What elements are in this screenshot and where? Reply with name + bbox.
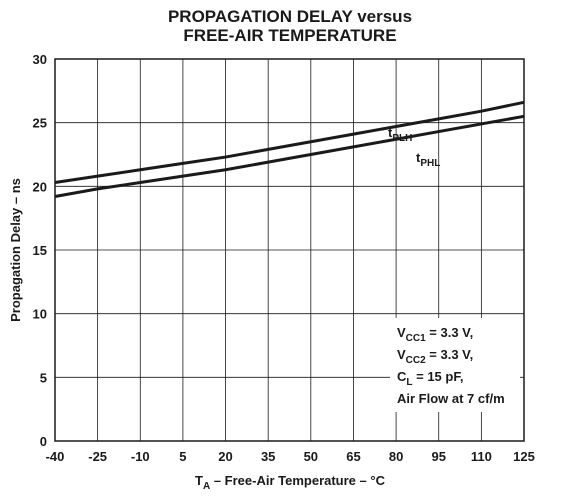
x-tick-label: 80 [389, 449, 403, 464]
x-tick-label: 5 [179, 449, 186, 464]
y-tick-label: 30 [33, 52, 47, 67]
series-line [54, 114, 525, 198]
x-tick-label: 50 [304, 449, 318, 464]
plot-frame [54, 58, 525, 442]
annotation-part: Air Flow at 7 cf/m [397, 391, 505, 406]
series-label-part: PLH [392, 133, 412, 144]
y-tick-label: 0 [40, 434, 47, 449]
annotation-part: V [397, 347, 406, 362]
x-tick-label: 110 [471, 449, 492, 464]
chart-title: FREE-AIR TEMPERATURE [183, 26, 396, 45]
x-tick-label: 125 [513, 449, 535, 464]
y-tick-label: 15 [33, 243, 47, 258]
series-label-part: t [416, 150, 421, 165]
y-tick-label: 5 [40, 370, 47, 385]
annotation: VCC2 = 3.3 V, [397, 347, 473, 366]
x-tick-label: 20 [218, 449, 232, 464]
annotation-part: L [406, 377, 412, 388]
annotation: VCC1 = 3.3 V, [397, 325, 473, 344]
annotation-part: CC2 [406, 355, 426, 366]
y-tick-label: 10 [33, 307, 47, 322]
x-axis-label-part: – Free-Air Temperature – °C [210, 473, 385, 488]
series-line [54, 100, 525, 184]
y-tick-label: 25 [33, 116, 47, 131]
annotation-part: = 15 pF, [413, 369, 464, 384]
annotation: Air Flow at 7 cf/m [397, 391, 505, 406]
annotation-part: CC1 [406, 333, 426, 344]
series-label-part: t [388, 125, 393, 140]
x-tick-label: 95 [431, 449, 445, 464]
y-tick-label: 20 [33, 179, 47, 194]
annotation-part: = 3.3 V, [426, 325, 474, 340]
x-axis-label: TA – Free-Air Temperature – °C [195, 473, 386, 492]
x-axis-label-part: T [195, 473, 203, 488]
x-tick-label: -40 [46, 449, 65, 464]
annotation-part: = 3.3 V, [426, 347, 474, 362]
x-tick-label: 35 [261, 449, 275, 464]
annotation-part: V [397, 325, 406, 340]
x-tick-label: -25 [88, 449, 107, 464]
annotation: CL = 15 pF, [397, 369, 463, 388]
annotation-part: C [397, 369, 407, 384]
annotation-box [390, 318, 520, 412]
x-axis-label-part: A [203, 481, 210, 492]
y-axis-label: Propagation Delay – ns [8, 178, 23, 322]
series-label: tPLH [388, 125, 412, 144]
x-tick-label: -10 [131, 449, 150, 464]
series-label-part: PHL [420, 158, 440, 169]
x-tick-label: 65 [346, 449, 360, 464]
series-label: tPHL [416, 150, 440, 169]
chart-title: PROPAGATION DELAY versus [168, 7, 412, 26]
